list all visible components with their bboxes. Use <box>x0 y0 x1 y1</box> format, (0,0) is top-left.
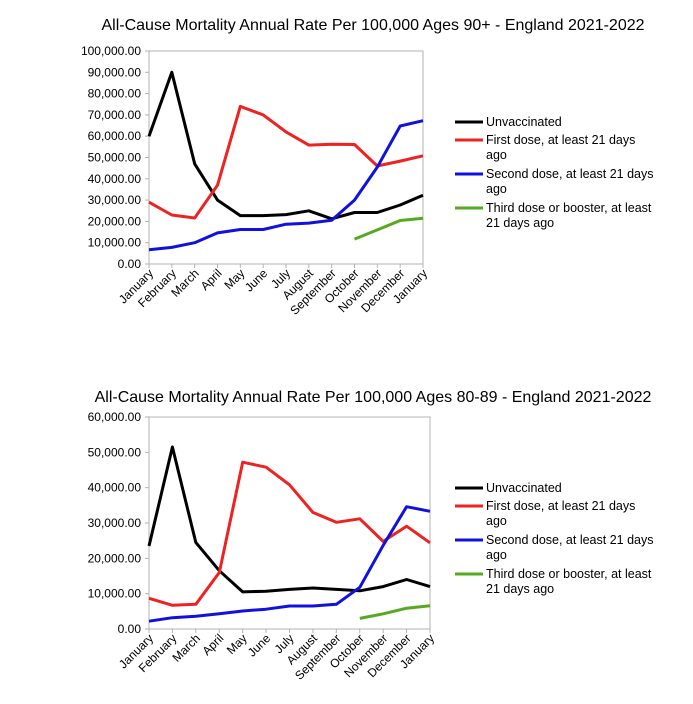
legend-label: ago <box>486 514 507 528</box>
legend-label: ago <box>486 548 507 562</box>
series-line <box>148 460 431 607</box>
y-tick-label: 70,000.00 <box>88 108 142 122</box>
x-tick-label: April <box>199 631 226 658</box>
y-tick-label: 20,000.00 <box>88 214 142 228</box>
y-tick-label: 20,000.00 <box>88 551 142 565</box>
legend-label: First dose, at least 21 days <box>486 133 635 147</box>
legend-label: 21 days ago <box>486 582 554 596</box>
y-tick-label: 0.00 <box>118 257 142 271</box>
y-tick-label: 10,000.00 <box>88 587 142 601</box>
chart-title: All-Cause Mortality Annual Rate Per 100,… <box>101 17 644 34</box>
series-line <box>147 70 424 221</box>
y-tick-label: 10,000.00 <box>88 236 142 250</box>
series-line <box>359 604 431 620</box>
y-tick-label: 0.00 <box>118 622 142 636</box>
chart-title: All-Cause Mortality Annual Rate Per 100,… <box>95 389 652 406</box>
legend-label: ago <box>486 182 507 196</box>
y-tick-label: 40,000.00 <box>88 481 142 495</box>
y-tick-label: 50,000.00 <box>88 151 142 165</box>
legend-label: Second dose, at least 21 days <box>486 167 653 181</box>
y-tick-label: 100,000.00 <box>81 44 141 58</box>
y-tick-label: 60,000.00 <box>88 410 142 424</box>
y-tick-label: 60,000.00 <box>88 129 142 143</box>
x-tick-label: May <box>222 266 248 292</box>
series-line <box>353 216 424 241</box>
chart-ages-90-plus: All-Cause Mortality Annual Rate Per 100,… <box>81 17 654 318</box>
x-tick-label: June <box>242 266 271 295</box>
legend-label: First dose, at least 21 days <box>486 499 635 513</box>
series-line <box>148 119 424 252</box>
y-tick-label: 30,000.00 <box>88 516 142 530</box>
legend-label: Unvaccinated <box>486 115 562 129</box>
y-tick-label: 90,000.00 <box>88 65 142 79</box>
series-line <box>148 505 431 623</box>
legend-label: Second dose, at least 21 days <box>486 533 653 547</box>
legend-label: ago <box>486 148 507 162</box>
x-tick-label: April <box>198 266 225 293</box>
y-tick-label: 40,000.00 <box>88 172 142 186</box>
y-tick-label: 30,000.00 <box>88 193 142 207</box>
x-tick-label: May <box>224 631 250 657</box>
legend-label: Third dose or booster, at least <box>486 567 652 581</box>
legend-label: 21 days ago <box>486 216 554 230</box>
y-tick-label: 50,000.00 <box>88 445 142 459</box>
series-line <box>148 104 424 220</box>
legend-label: Unvaccinated <box>486 481 562 495</box>
series-line <box>147 445 431 594</box>
x-tick-label: June <box>245 631 274 660</box>
chart-ages-80-89: All-Cause Mortality Annual Rate Per 100,… <box>88 389 654 683</box>
y-tick-label: 80,000.00 <box>88 87 142 101</box>
legend-label: Third dose or booster, at least <box>486 201 652 215</box>
